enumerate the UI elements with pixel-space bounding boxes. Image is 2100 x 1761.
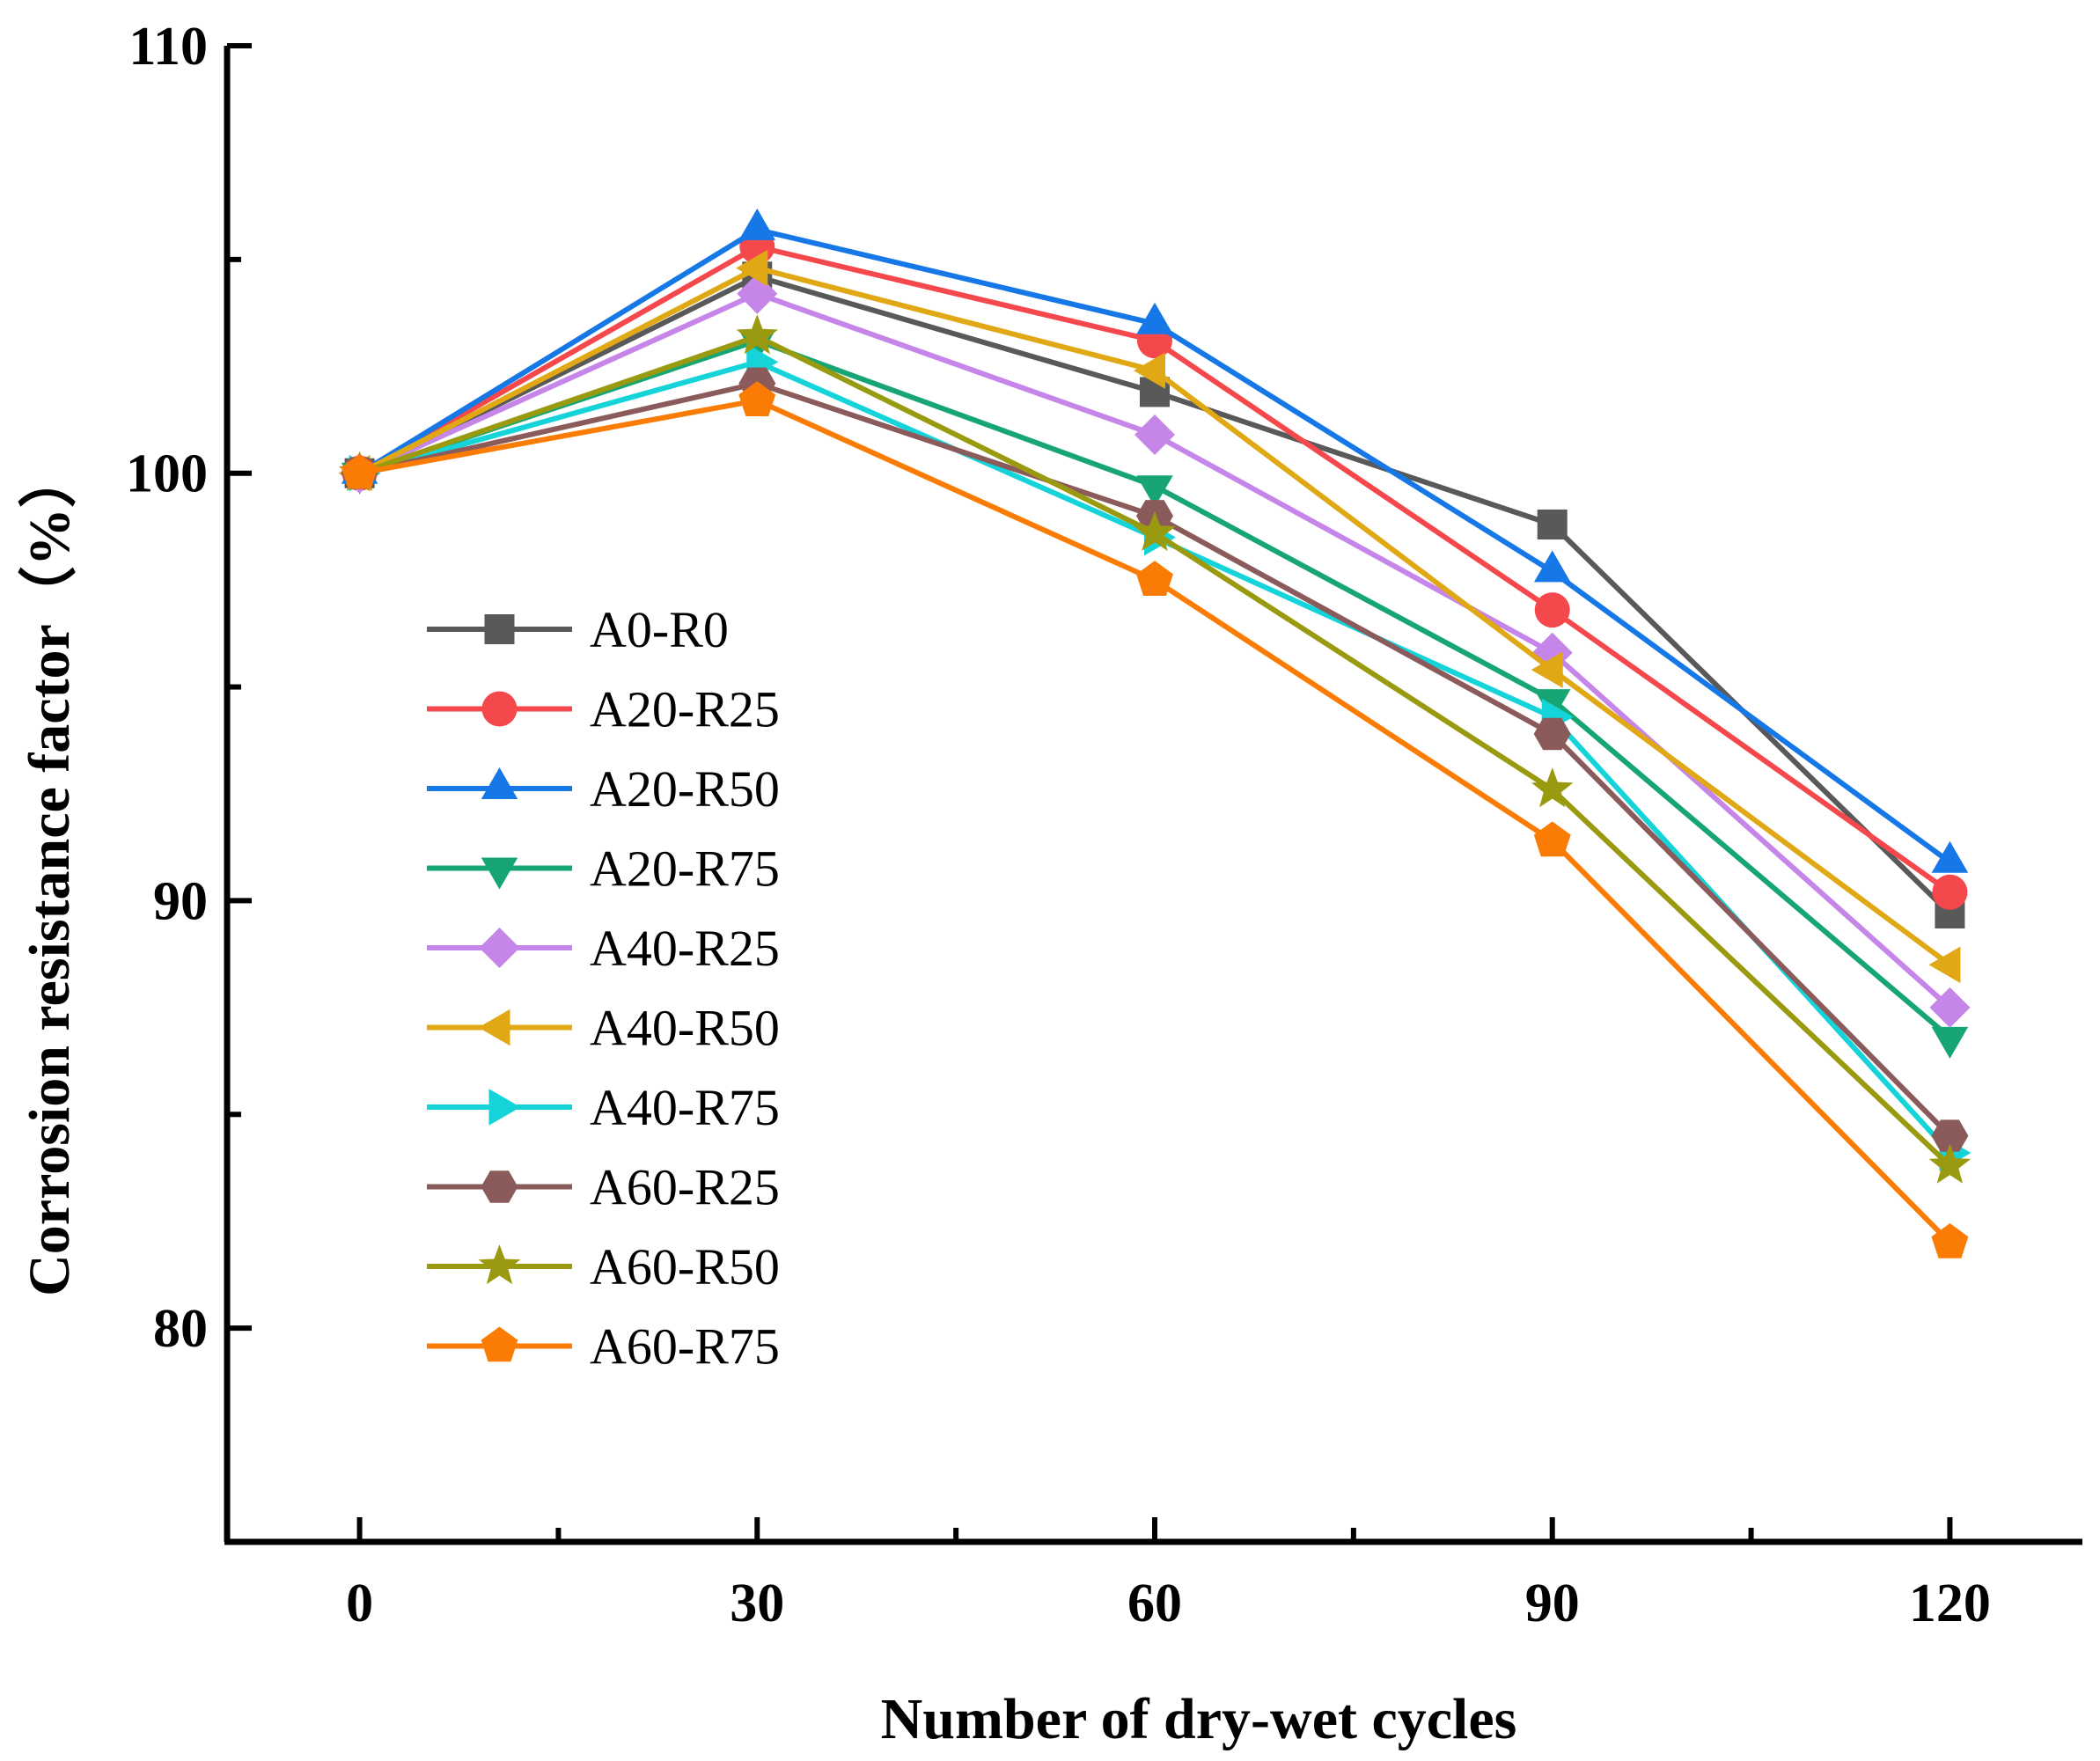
x-axis-title: Number of dry-wet cycles	[881, 1687, 1517, 1751]
legend-marker	[479, 928, 520, 968]
legend-marker	[481, 857, 518, 890]
data-point-a20-r50	[738, 208, 776, 240]
data-point-a60-r75	[1136, 561, 1173, 596]
series-a40-r50	[338, 249, 1961, 984]
y-axis-title: Corrosion resistance factor（%）	[17, 450, 82, 1296]
data-point-a40-r50	[736, 249, 768, 287]
data-point-a20-r25	[1534, 592, 1570, 628]
x-tick-label: 30	[730, 1574, 784, 1633]
data-point-a20-r50	[1931, 840, 1969, 873]
legend-item-a40-r75: A40-R75	[427, 1079, 780, 1136]
legend-item-a20-r25: A20-R25	[427, 681, 780, 738]
data-point-a0-r0	[1537, 510, 1568, 539]
legend-item-a40-r25: A40-R25	[427, 920, 780, 977]
legend-item-a60-r25: A60-R25	[427, 1159, 780, 1216]
legend-label: A0-R0	[590, 601, 729, 658]
data-point-a60-r50	[1928, 1143, 1972, 1184]
data-point-a60-r75	[738, 381, 776, 416]
data-point-a60-r75	[1533, 821, 1571, 857]
data-point-a20-r75	[1931, 1026, 1969, 1059]
data-point-a60-r50	[1531, 767, 1574, 808]
legend-label: A20-R25	[590, 681, 780, 738]
legend-item-a40-r50: A40-R50	[427, 1000, 780, 1057]
x-tick-label: 90	[1525, 1574, 1580, 1633]
legend-item-a60-r75: A60-R75	[427, 1318, 780, 1376]
legend-item-a0-r0: A0-R0	[427, 601, 729, 658]
legend-item-a60-r50: A60-R50	[427, 1238, 780, 1295]
legend-item-a20-r50: A20-R50	[427, 760, 780, 818]
legend-label: A60-R25	[590, 1159, 780, 1216]
data-point-a40-r25	[1929, 987, 1971, 1028]
legend-marker	[478, 1009, 510, 1046]
legend-marker	[478, 1244, 521, 1285]
data-point-a60-r25	[1533, 717, 1571, 751]
legend-marker	[481, 1170, 518, 1203]
data-point-a20-r75	[1136, 475, 1173, 508]
legend-marker	[481, 767, 518, 799]
data-point-a60-r50	[736, 314, 779, 355]
data-point-a20-r50	[1533, 550, 1571, 583]
data-point-a60-r25	[1931, 1119, 1969, 1152]
plot-area	[338, 208, 1972, 1258]
x-tick-label: 0	[346, 1574, 373, 1633]
legend-label: A40-R25	[590, 920, 780, 977]
data-point-a40-r50	[1134, 352, 1165, 389]
data-point-a20-r25	[1932, 874, 1968, 910]
y-tick-label: 100	[126, 444, 208, 504]
data-point-a60-r50	[1134, 510, 1176, 551]
data-point-a60-r75	[341, 453, 378, 489]
legend-item-a20-r75: A20-R75	[427, 840, 780, 898]
legend-label: A20-R75	[590, 840, 780, 898]
legend-marker	[488, 1089, 521, 1126]
legend-label: A60-R75	[590, 1318, 780, 1376]
data-point-a40-r50	[1928, 946, 1961, 984]
legend-label: A40-R50	[590, 1000, 780, 1057]
data-point-a60-r75	[1931, 1223, 1969, 1258]
x-tick-label: 120	[1909, 1574, 1991, 1633]
legend-marker	[484, 614, 515, 644]
legend-label: A60-R50	[590, 1238, 780, 1295]
legend-marker	[481, 691, 518, 727]
x-tick-label: 60	[1127, 1574, 1182, 1633]
y-tick-label: 90	[153, 871, 208, 931]
axes: 80 90 100 110 0 30 60 90 120	[126, 17, 2082, 1633]
legend-label: A20-R50	[590, 760, 780, 818]
y-tick-label: 110	[128, 17, 208, 77]
series-a60-r75	[341, 381, 1969, 1258]
data-point-a40-r25	[1134, 415, 1175, 455]
legend: A0-R0 A20-R25 A20-R50 A20-R75 A40-R25 A40-R50…	[427, 601, 780, 1376]
legend-marker	[481, 1326, 518, 1362]
legend-label: A40-R75	[590, 1079, 780, 1136]
data-point-a20-r50	[1136, 302, 1173, 334]
data-point-a40-r50	[1531, 651, 1563, 688]
y-tick-label: 80	[153, 1299, 208, 1359]
